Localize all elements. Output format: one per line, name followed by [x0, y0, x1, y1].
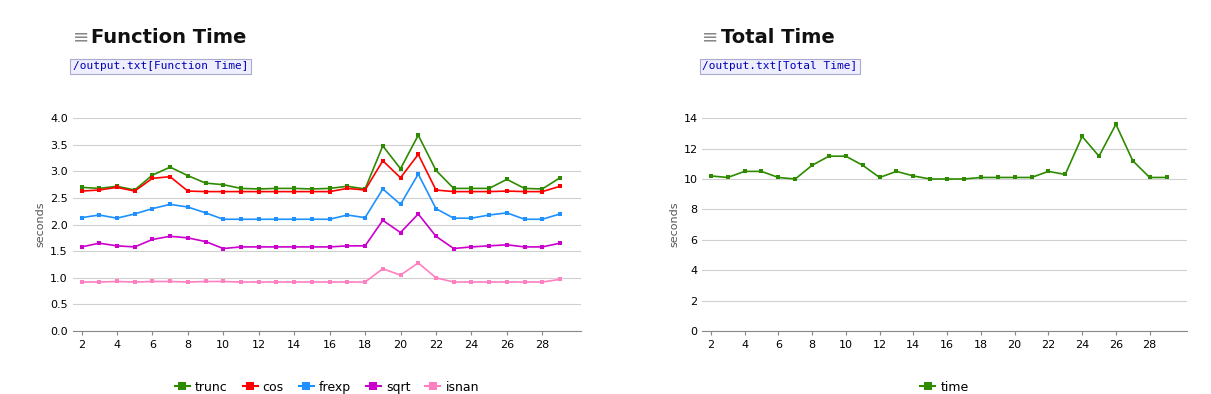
Y-axis label: seconds: seconds: [36, 202, 46, 247]
Text: /output.txt[Total Time]: /output.txt[Total Time]: [702, 61, 857, 71]
Text: /output.txt[Function Time]: /output.txt[Function Time]: [73, 61, 248, 71]
Text: ≡: ≡: [702, 28, 725, 46]
Y-axis label: seconds: seconds: [670, 202, 679, 247]
Legend: time: time: [916, 375, 974, 394]
Text: Total Time: Total Time: [721, 28, 834, 46]
Text: Function Time: Function Time: [91, 28, 246, 46]
Text: ≡: ≡: [73, 28, 96, 46]
Legend: trunc, cos, frexp, sqrt, isnan: trunc, cos, frexp, sqrt, isnan: [170, 375, 484, 394]
